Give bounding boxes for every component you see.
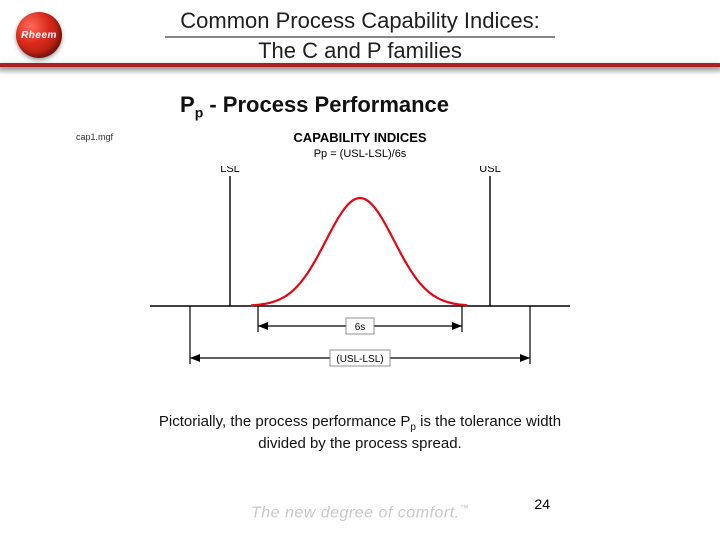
distribution-curve — [251, 198, 467, 305]
six-sigma-dimension: 6s — [258, 306, 462, 334]
slide-title-line2: The C and P families — [100, 38, 620, 64]
body-pre: Pictorially, the process performance P — [159, 413, 411, 430]
chart-formula: Pp = (USL-LSL)/6s — [140, 148, 580, 160]
subtitle-rest: - Process Performance — [203, 92, 449, 117]
chart-svg: LSL USL 6s (USL-LS — [140, 166, 580, 386]
chart-source-caption: cap1.mgf — [76, 132, 113, 142]
slide-title: Common Process Capability Indices: The C… — [100, 8, 620, 65]
tolerance-dimension: (USL-LSL) — [190, 306, 530, 366]
brand-logo-text: Rheem — [21, 30, 57, 41]
brand-logo: Rheem — [16, 12, 62, 58]
slide-title-line1-text: Common Process Capability Indices: — [165, 8, 555, 38]
page-number: 24 — [534, 496, 550, 512]
usl-label: USL — [479, 166, 500, 175]
chart-title: CAPABILITY INDICES — [140, 130, 580, 145]
slide: Rheem Common Process Capability Indices:… — [0, 0, 720, 540]
subtitle-symbol: P — [180, 92, 195, 117]
subtitle-subscript: p — [195, 104, 204, 120]
section-subtitle: Pp - Process Performance — [180, 92, 449, 120]
trademark-symbol: ™ — [460, 503, 470, 513]
capability-chart: cap1.mgf CAPABILITY INDICES Pp = (USL-LS… — [140, 130, 580, 390]
tolerance-label: (USL-LSL) — [336, 354, 383, 365]
footer-tagline-text: The new degree of comfort. — [251, 504, 460, 521]
accent-divider — [0, 63, 720, 67]
footer-tagline: The new degree of comfort.™ — [0, 503, 720, 522]
six-sigma-label: 6s — [355, 322, 366, 333]
slide-title-line1: Common Process Capability Indices: — [100, 8, 620, 38]
body-paragraph: Pictorially, the process performance Pp … — [140, 413, 580, 453]
lsl-label: LSL — [220, 166, 240, 175]
